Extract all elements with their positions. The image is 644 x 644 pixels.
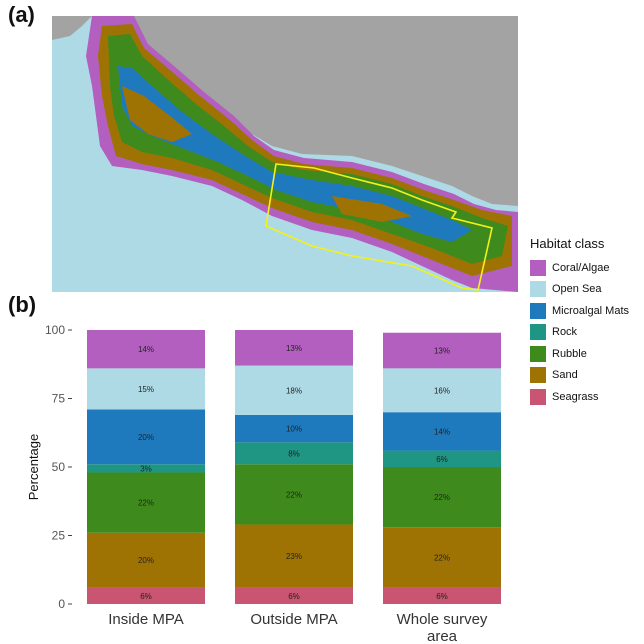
y-tick-label: 50	[52, 460, 66, 474]
legend-label: Coral/Algae	[552, 261, 610, 274]
data-label: 15%	[138, 385, 154, 394]
legend-item: Open Sea	[530, 279, 644, 301]
legend-label: Sand	[552, 369, 578, 382]
map-reef-mats	[118, 66, 472, 242]
legend-label: Seagrass	[552, 390, 599, 403]
bar-segment	[235, 524, 353, 588]
panel-b-label: (b)	[8, 292, 37, 317]
bar-segment	[235, 464, 353, 525]
y-tick-label: 0	[58, 597, 65, 611]
bar-segment	[383, 467, 501, 528]
habitat-map	[52, 16, 518, 292]
data-label: 14%	[434, 427, 450, 436]
legend-label: Open Sea	[552, 283, 602, 296]
legend-item: Sand	[530, 365, 644, 387]
legend-title: Habitat class	[530, 236, 605, 251]
bar-segment	[383, 412, 501, 451]
x-tick-label: area	[427, 628, 458, 644]
x-tick-label: Inside MPA	[108, 611, 184, 628]
legend-swatch	[530, 388, 546, 405]
data-label: 6%	[140, 592, 152, 601]
legend-swatch	[530, 345, 546, 362]
map-land-west	[52, 16, 92, 40]
data-label: 6%	[436, 592, 448, 601]
data-label: 6%	[436, 455, 448, 464]
mpa-boundary	[265, 163, 493, 291]
data-label: 14%	[138, 345, 154, 354]
data-label: 22%	[434, 553, 450, 562]
habitat-legend: Habitat class Coral/Algae Open Sea Microal…	[530, 236, 644, 408]
legend-swatch	[530, 367, 546, 384]
legend-label: Microalgal Mats	[552, 304, 630, 317]
bar-segment	[87, 464, 205, 473]
data-label: 10%	[286, 425, 302, 434]
bar-segment	[87, 330, 205, 369]
legend-swatch	[530, 302, 546, 319]
data-label: 18%	[286, 386, 302, 395]
y-tick-label: 100	[45, 323, 65, 337]
legend-label: Rubble	[552, 347, 587, 360]
legend-item: Coral/Algae	[530, 257, 644, 279]
bar-segment	[87, 472, 205, 533]
legend-item: Seagrass	[530, 386, 644, 408]
data-label: 6%	[288, 592, 300, 601]
data-label: 13%	[286, 344, 302, 353]
legend-item: Rock	[530, 322, 644, 344]
bar-segment	[235, 365, 353, 415]
data-label: 20%	[138, 433, 154, 442]
bar-segment	[87, 368, 205, 410]
legend-item: Rubble	[530, 343, 644, 365]
data-label: 23%	[286, 552, 302, 561]
habitat-percentage-chart: 0 25 50 75 100 Percentage 6% 20% 22% 3% 20% 15% 14% I…	[26, 323, 501, 644]
bar-segment	[87, 532, 205, 588]
x-tick-label: Whole survey	[397, 611, 488, 628]
legend-label: Rock	[552, 326, 578, 339]
data-label: 16%	[434, 386, 450, 395]
bar-segment	[235, 442, 353, 465]
map-land	[112, 16, 518, 206]
bar-segment	[87, 409, 205, 465]
data-label: 22%	[286, 490, 302, 499]
data-label: 8%	[288, 449, 300, 458]
y-tick-label: 25	[52, 529, 66, 543]
bar-segment	[383, 587, 501, 604]
bar-segment	[235, 414, 353, 443]
legend-swatch	[530, 281, 546, 298]
legend-swatch	[530, 259, 546, 276]
map-reef-sand-inner-2	[332, 196, 412, 222]
bar-segment	[235, 330, 353, 366]
data-label: 22%	[434, 493, 450, 502]
data-label: 13%	[434, 347, 450, 356]
bar-segment	[383, 332, 501, 369]
panel-a-label: (a)	[8, 2, 35, 27]
y-axis-label: Percentage	[26, 434, 41, 501]
legend-swatch	[530, 324, 546, 341]
bar-segment	[235, 587, 353, 604]
bar-segment	[383, 450, 501, 467]
map-reef-sand-inner	[122, 86, 192, 142]
bar-segment	[383, 368, 501, 413]
data-label: 20%	[138, 556, 154, 565]
x-tick-label: Outside MPA	[250, 611, 337, 628]
bar-segment	[383, 527, 501, 588]
legend-item: Microalgal Mats	[530, 300, 644, 322]
data-label: 22%	[138, 499, 154, 508]
y-tick-label: 75	[52, 392, 66, 406]
data-label: 3%	[140, 464, 152, 473]
bar-segment	[87, 587, 205, 604]
